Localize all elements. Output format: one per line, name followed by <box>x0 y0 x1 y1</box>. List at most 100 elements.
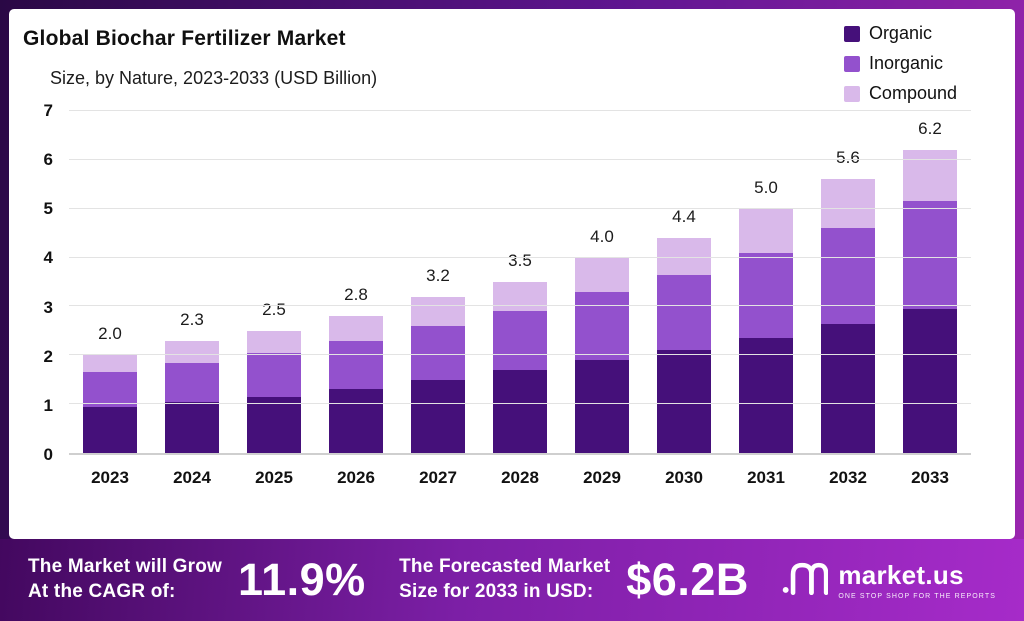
bar-segment-compound <box>739 208 793 253</box>
legend-label: Organic <box>868 23 932 43</box>
legend-swatch <box>843 55 860 72</box>
bar-segment-organic <box>575 360 629 453</box>
bar-segment-organic <box>329 389 383 453</box>
bar-column: 5.0 <box>725 111 807 453</box>
gridline <box>69 110 971 111</box>
bar-segment-inorganic <box>165 362 219 402</box>
bar-total-label: 2.3 <box>180 309 204 329</box>
forecast-label-line2: Size for 2033 in USD: <box>399 581 594 602</box>
bar-segment-compound <box>903 150 957 202</box>
market-us-logo: market.us ONE STOP SHOP FOR THE REPORTS <box>782 559 996 602</box>
bar-total-label: 3.5 <box>508 251 532 270</box>
legend-label: Compound <box>868 83 957 103</box>
bar-segment-inorganic <box>329 340 383 390</box>
bar-segment-compound <box>657 238 711 275</box>
bar-segment-organic <box>165 401 219 453</box>
y-tick-label: 3 <box>43 297 53 317</box>
stacked-bar: 2.3 <box>165 310 219 453</box>
bar-total-label: 3.2 <box>426 265 450 285</box>
bar-column: 4.4 <box>643 111 725 453</box>
gridline <box>69 256 971 258</box>
bar-segment-organic <box>821 323 875 453</box>
bottom-banner: The Market will Grow At the CAGR of: 11.… <box>0 539 1024 621</box>
cagr-group: The Market will Grow At the CAGR of: 11.… <box>28 554 366 606</box>
bar-column: 2.8 <box>315 111 397 453</box>
market-us-logo-mark-icon <box>782 559 829 602</box>
logo-tagline: ONE STOP SHOP FOR THE REPORTS <box>838 593 996 600</box>
legend-item-inorganic: Inorganic <box>843 53 957 74</box>
stacked-bar: 5.0 <box>739 178 793 453</box>
forecast-group: The Forecasted Market Size for 2033 in U… <box>399 554 749 606</box>
forecast-label-line1: The Forecasted Market <box>399 556 611 578</box>
bar-segment-inorganic <box>247 352 301 397</box>
bar-segment-inorganic <box>903 201 957 309</box>
bar-segment-compound <box>411 296 465 326</box>
x-axis-label: 2025 <box>255 468 293 487</box>
x-axis-label: 2030 <box>665 468 703 487</box>
chart-panel: Global Biochar Fertilizer Market Size, b… <box>9 9 1015 539</box>
bar-segment-organic <box>657 350 711 453</box>
legend: Organic Inorganic Compound <box>843 23 957 104</box>
x-axis-labels: 2023 2024 2025 2026 2027 2028 2029 2030 2031 2032… <box>69 455 971 488</box>
plot-wrap: 0 1 2 3 4 5 6 7 2.0 2.3 2.5 2.8 3.2 3.5 4.0 4.4 5.0 5.6 6… <box>23 101 995 464</box>
stacked-bar: 2.0 <box>83 324 137 453</box>
legend-label: Inorganic <box>868 53 943 73</box>
bar-total-label: 4.0 <box>590 226 614 246</box>
bar-column: 5.6 <box>807 111 889 453</box>
bar-column: 4.0 <box>561 111 643 453</box>
cagr-value: 11.9% <box>238 554 366 605</box>
cagr-label-line1: The Market will Grow <box>28 556 223 578</box>
x-axis-label: 2031 <box>747 468 785 487</box>
stacked-bar: 3.5 <box>493 251 547 453</box>
y-tick-label: 7 <box>43 101 53 120</box>
bar-segment-compound <box>165 340 219 363</box>
legend-item-organic: Organic <box>843 23 957 44</box>
y-tick-label: 1 <box>43 395 53 415</box>
bar-segment-compound <box>83 355 137 373</box>
y-tick-label: 2 <box>43 346 53 366</box>
forecast-label: The Forecasted Market Size for 2033 in U… <box>399 555 610 604</box>
bar-segment-inorganic <box>493 311 547 370</box>
bar-total-label: 6.2 <box>918 119 942 139</box>
bar-segment-organic <box>903 308 957 453</box>
bar-column: 6.2 <box>889 111 971 453</box>
bar-segment-inorganic <box>657 274 711 351</box>
bar-total-label: 2.5 <box>262 299 286 319</box>
bar-total-label: 4.4 <box>672 207 696 227</box>
bar-segment-compound <box>247 330 301 353</box>
y-tick-label: 5 <box>43 199 53 219</box>
forecast-value: $6.2B <box>626 554 749 605</box>
bar-column: 2.3 <box>151 111 233 453</box>
gridline <box>69 305 971 307</box>
x-axis-label: 2027 <box>419 468 457 487</box>
bars-row: 2.0 2.3 2.5 2.8 3.2 3.5 4.0 4.4 5.0 5.6 6.2 <box>69 111 971 453</box>
bar-segment-inorganic <box>83 372 137 407</box>
bar-segment-compound <box>575 257 629 292</box>
gridline <box>69 158 971 160</box>
x-axis-label: 2026 <box>337 468 375 487</box>
logo-text-block: market.us ONE STOP SHOP FOR THE REPORTS <box>838 560 996 600</box>
bar-total-label: 5.0 <box>754 177 778 197</box>
bar-segment-organic <box>411 379 465 453</box>
bar-segment-compound <box>821 179 875 229</box>
x-axis-label: 2029 <box>583 468 621 487</box>
x-axis-row: 2023 2024 2025 2026 2027 2028 2029 2030 2031 2032… <box>23 455 995 488</box>
x-axis-label: 2028 <box>501 468 539 487</box>
gridline <box>69 403 971 405</box>
stacked-bar: 3.2 <box>411 266 465 453</box>
bar-segment-inorganic <box>821 228 875 324</box>
plot-area: 2.0 2.3 2.5 2.8 3.2 3.5 4.0 4.4 5.0 5.6 6.2 <box>69 110 971 455</box>
chart-subtitle: Size, by Nature, 2023-2033 (USD Billion) <box>50 68 378 88</box>
stacked-bar: 4.0 <box>575 227 629 453</box>
stacked-bar: 5.6 <box>821 148 875 453</box>
x-axis-label: 2023 <box>91 468 129 487</box>
bar-segment-organic <box>739 338 793 453</box>
stacked-bar: 2.5 <box>247 300 301 453</box>
bar-column: 2.5 <box>233 111 315 453</box>
y-axis-labels: 0 1 2 3 4 5 6 7 <box>23 101 69 464</box>
bar-column: 2.0 <box>69 111 151 453</box>
gridline <box>69 207 971 209</box>
bar-column: 3.5 <box>479 111 561 453</box>
legend-swatch <box>843 85 860 102</box>
